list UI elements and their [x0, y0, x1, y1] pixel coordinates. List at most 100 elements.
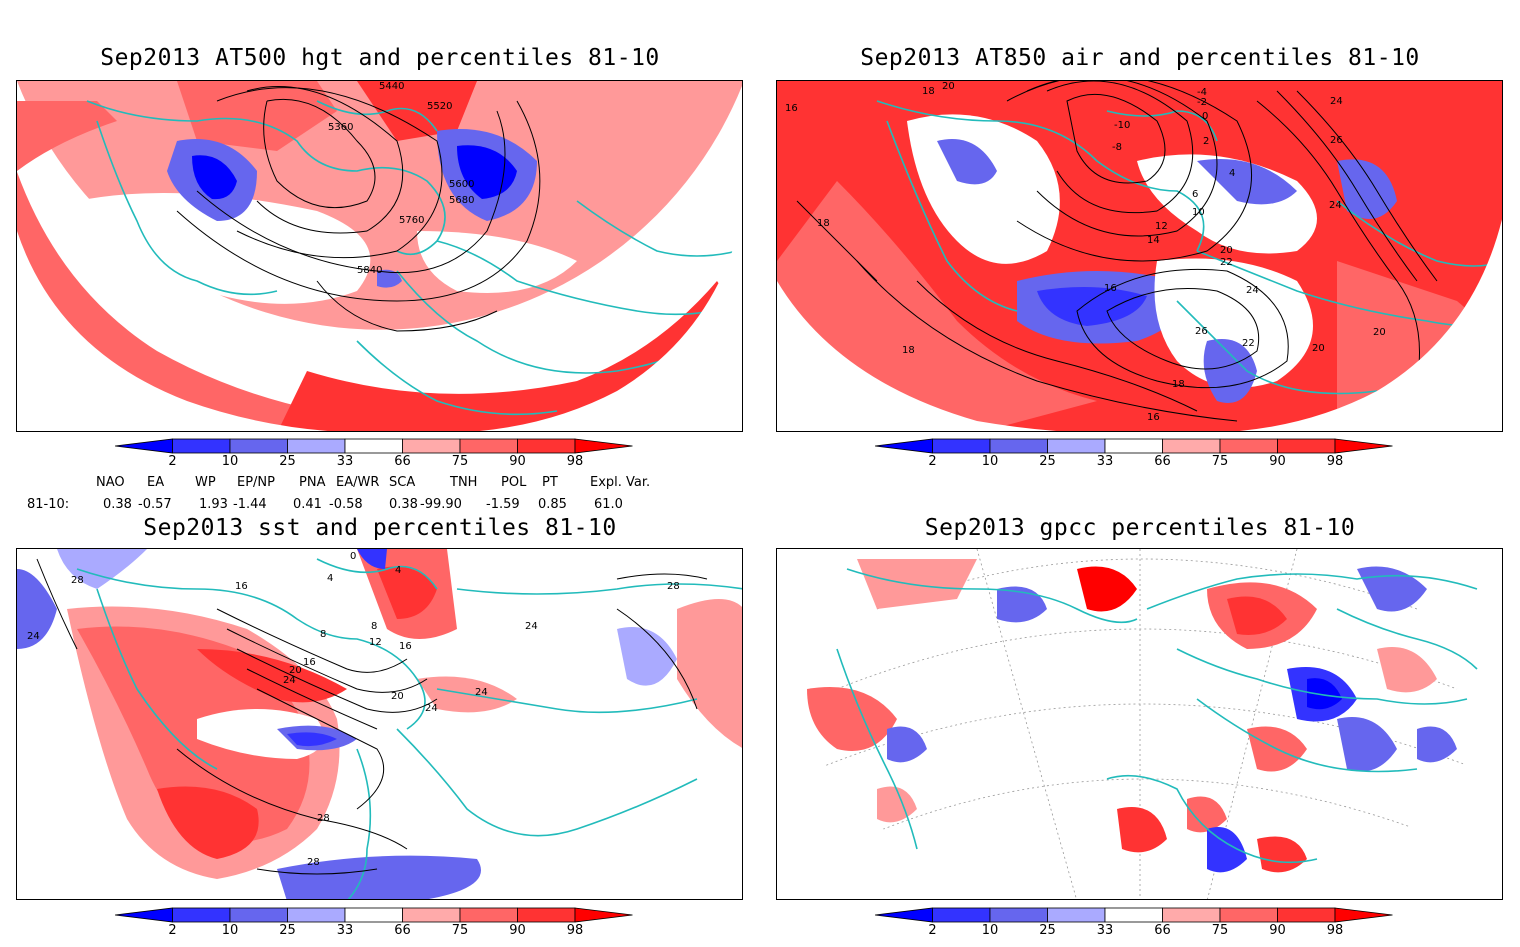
colorbar-label: 33 — [336, 454, 354, 469]
colorbar-segment — [1104, 907, 1163, 923]
map-at850-graphic: 20 18 16 18 18 -4 -2 0 -10 -8 2 4 6 10 1… — [777, 81, 1502, 431]
contour-label: 24 — [1246, 285, 1259, 296]
precip-patch — [857, 559, 977, 609]
map-at500-graphic: 5440 5520 5360 5600 5680 5760 5840 — [17, 81, 742, 431]
index-name-nao: NAO — [96, 475, 125, 490]
region-blue-midatlantic-core — [287, 732, 337, 747]
colorbar-label: 33 — [1096, 923, 1114, 938]
colorbar-segment — [287, 438, 346, 454]
region-red-northeast — [357, 81, 477, 141]
contour-label: 20 — [1373, 327, 1386, 338]
index-value-pt: 0.85 — [538, 497, 567, 512]
contour-label: 20 — [1220, 245, 1233, 256]
index-name-expl-var: Expl. Var. — [590, 475, 651, 490]
contour-label: 20 — [942, 81, 955, 92]
region-blue-nw — [937, 139, 997, 185]
colorbar-segment — [1219, 907, 1278, 923]
contour-label: 12 — [1155, 221, 1168, 232]
colorbar-segment — [875, 907, 933, 923]
contour-label: 5760 — [399, 215, 424, 226]
region-blue-small — [377, 269, 402, 288]
colorbar-top-right: 2 10 25 33 66 75 90 98 — [875, 438, 1405, 478]
region-neutral-atlantic — [77, 193, 371, 304]
colorbar-graphic — [115, 438, 633, 454]
colorbar-bottom-right: 2 10 25 33 66 75 90 98 — [875, 907, 1405, 947]
panel-title-sst: Sep2013 sst and percentiles 81-10 — [143, 515, 617, 541]
colorbar-segment — [287, 907, 346, 923]
contour-label: 5600 — [449, 179, 474, 190]
colorbar-segment — [1277, 438, 1336, 454]
colorbar-label: 10 — [981, 454, 999, 469]
panel-title-gpcc: Sep2013 gpcc percentiles 81-10 — [924, 515, 1356, 541]
map-outside-region — [777, 669, 1021, 899]
contour-label: 2 — [1203, 136, 1209, 147]
index-value-eawr: -0.58 — [329, 497, 363, 512]
precip-patch — [997, 586, 1047, 623]
colorbar-segment — [875, 438, 933, 454]
index-value-epnp: -1.44 — [233, 497, 267, 512]
colorbar-label: 33 — [336, 923, 354, 938]
contour-label: 16 — [1104, 283, 1117, 294]
index-name-pna: PNA — [299, 475, 326, 490]
colorbar-label: 2 — [168, 923, 177, 938]
colorbar-segment — [344, 907, 403, 923]
colorbar-label: 90 — [1269, 923, 1286, 938]
index-value-ea: -0.57 — [138, 497, 172, 512]
colorbar-segment — [932, 438, 991, 454]
map-outside-region — [479, 219, 742, 431]
map-outside-region — [17, 231, 329, 431]
colorbar-label: 98 — [566, 923, 584, 938]
colorbar-segment — [1162, 907, 1221, 923]
colorbar-label: 98 — [1326, 454, 1344, 469]
colorbar-label: 25 — [1039, 454, 1056, 469]
colorbar-segment — [1334, 438, 1393, 454]
colorbar-label: 90 — [1269, 454, 1286, 469]
precip-patch — [807, 687, 897, 751]
contour-label: 5520 — [427, 101, 452, 112]
contour-labels: 20 18 16 18 18 -4 -2 0 -10 -8 2 4 6 10 1… — [785, 81, 1386, 423]
contour-label: 28 — [307, 857, 320, 868]
contour-label: 8 — [371, 621, 377, 632]
colorbar-segment — [402, 438, 461, 454]
colorbar-segment — [1047, 438, 1106, 454]
contour-label: 16 — [303, 657, 316, 668]
precip-patch — [1307, 678, 1342, 710]
precip-patch — [1257, 836, 1307, 873]
colorbar-segment — [229, 438, 288, 454]
region-blue-ne — [1337, 159, 1397, 219]
region-neutral-midatlantic — [197, 709, 324, 759]
contour-label: 24 — [1329, 200, 1342, 211]
contour-label: 28 — [317, 813, 330, 824]
land-outlines — [76, 558, 742, 899]
height-contours — [176, 86, 541, 332]
contour-label: 24 — [525, 621, 538, 632]
index-value-pol: -1.59 — [486, 497, 520, 512]
contour-label: 26 — [1195, 326, 1208, 337]
colorbar-label: 33 — [1096, 454, 1114, 469]
contour-label: 24 — [283, 675, 296, 686]
region-red-tropical — [157, 786, 259, 859]
colorbar-segment — [989, 907, 1048, 923]
contour-label: 22 — [1242, 338, 1255, 349]
sst-contours — [36, 558, 708, 875]
contour-labels: 28 24 0 4 16 4 8 8 12 16 20 24 16 20 24 … — [27, 551, 680, 868]
colorbar-segment — [517, 907, 576, 923]
precip-patch — [1207, 827, 1247, 873]
colorbar-segment — [459, 438, 518, 454]
colorbar-segment — [344, 438, 403, 454]
region-blue-south — [277, 855, 481, 899]
contour-label: 10 — [1192, 207, 1205, 218]
colorbar-label: 75 — [451, 923, 469, 938]
colorbar-segment — [459, 907, 518, 923]
colorbar-label: 66 — [1154, 923, 1171, 938]
colorbar-segment — [1104, 438, 1163, 454]
contour-label: 5840 — [357, 265, 382, 276]
colorbar-label: 2 — [928, 454, 937, 469]
contour-labels: 5440 5520 5360 5600 5680 5760 5840 — [328, 81, 474, 276]
region-red-nordic-core — [377, 566, 437, 619]
contour-label: 20 — [289, 665, 302, 676]
teleconnection-index-values: 81-10: 0.38 -0.57 1.93 -1.44 0.41 -0.58 … — [0, 497, 760, 513]
region-blue-pacific-west — [17, 569, 57, 649]
colorbar-segment — [574, 907, 633, 923]
land-outlines — [876, 100, 1502, 395]
